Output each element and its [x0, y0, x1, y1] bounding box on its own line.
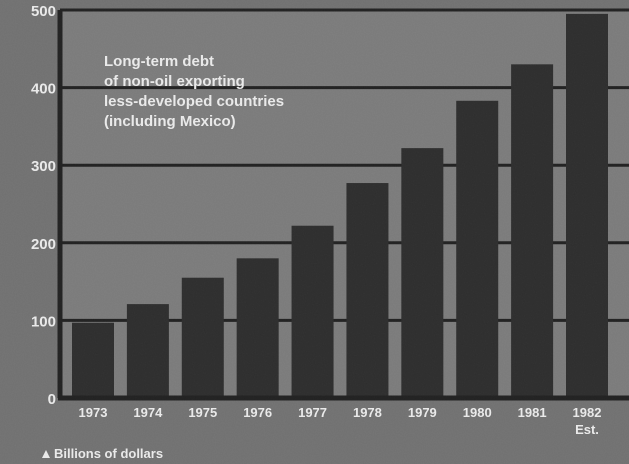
chart: 0 100 200 300 400 500 1973 1974 1975 1976 1977 197…: [0, 0, 629, 464]
halftone-grain-overlay: [0, 0, 629, 464]
